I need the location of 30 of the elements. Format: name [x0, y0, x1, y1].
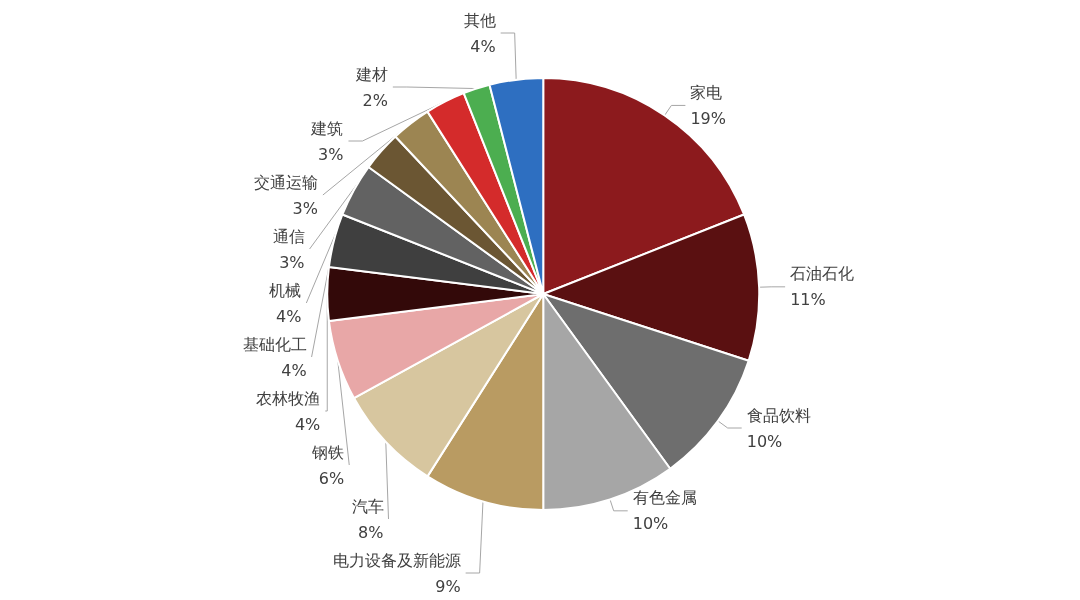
data-label: 9% [435, 576, 461, 596]
data-label: 3% [279, 252, 305, 272]
data-label: 11% [790, 290, 826, 310]
data-label: 3% [292, 198, 318, 218]
slice-label: 其他 [463, 10, 496, 30]
slice-label: 钢铁 [311, 442, 345, 462]
data-label: 4% [281, 360, 307, 380]
slice-label: 建筑 [310, 118, 344, 138]
slice-label: 石油石化 [790, 264, 855, 284]
slice-label: 有色金属 [632, 488, 697, 508]
slice-label: 交通运输 [253, 172, 318, 192]
data-label: 8% [358, 522, 384, 542]
data-label: 6% [318, 468, 345, 488]
data-label: 4% [470, 36, 496, 56]
slice-label: 机械 [269, 280, 302, 300]
data-label: 4% [275, 306, 302, 326]
data-label: 4% [294, 414, 321, 434]
slice-label: 通信 [272, 226, 305, 246]
data-label: 3% [318, 144, 344, 164]
slice-label: 基础化工 [242, 334, 307, 354]
slice-label: 家电 [690, 82, 723, 102]
data-label: 2% [362, 90, 388, 110]
data-label: 10% [746, 431, 783, 451]
slice-label: 电力设备及新能源 [332, 550, 461, 570]
data-label: 10% [632, 514, 669, 534]
slice-label: 汽车 [351, 496, 384, 516]
slice-label: 农林牧渔 [256, 388, 321, 408]
data-label: 19% [690, 108, 726, 128]
slice-label: 建材 [354, 64, 388, 84]
slice-label: 食品饮料 [746, 405, 811, 425]
